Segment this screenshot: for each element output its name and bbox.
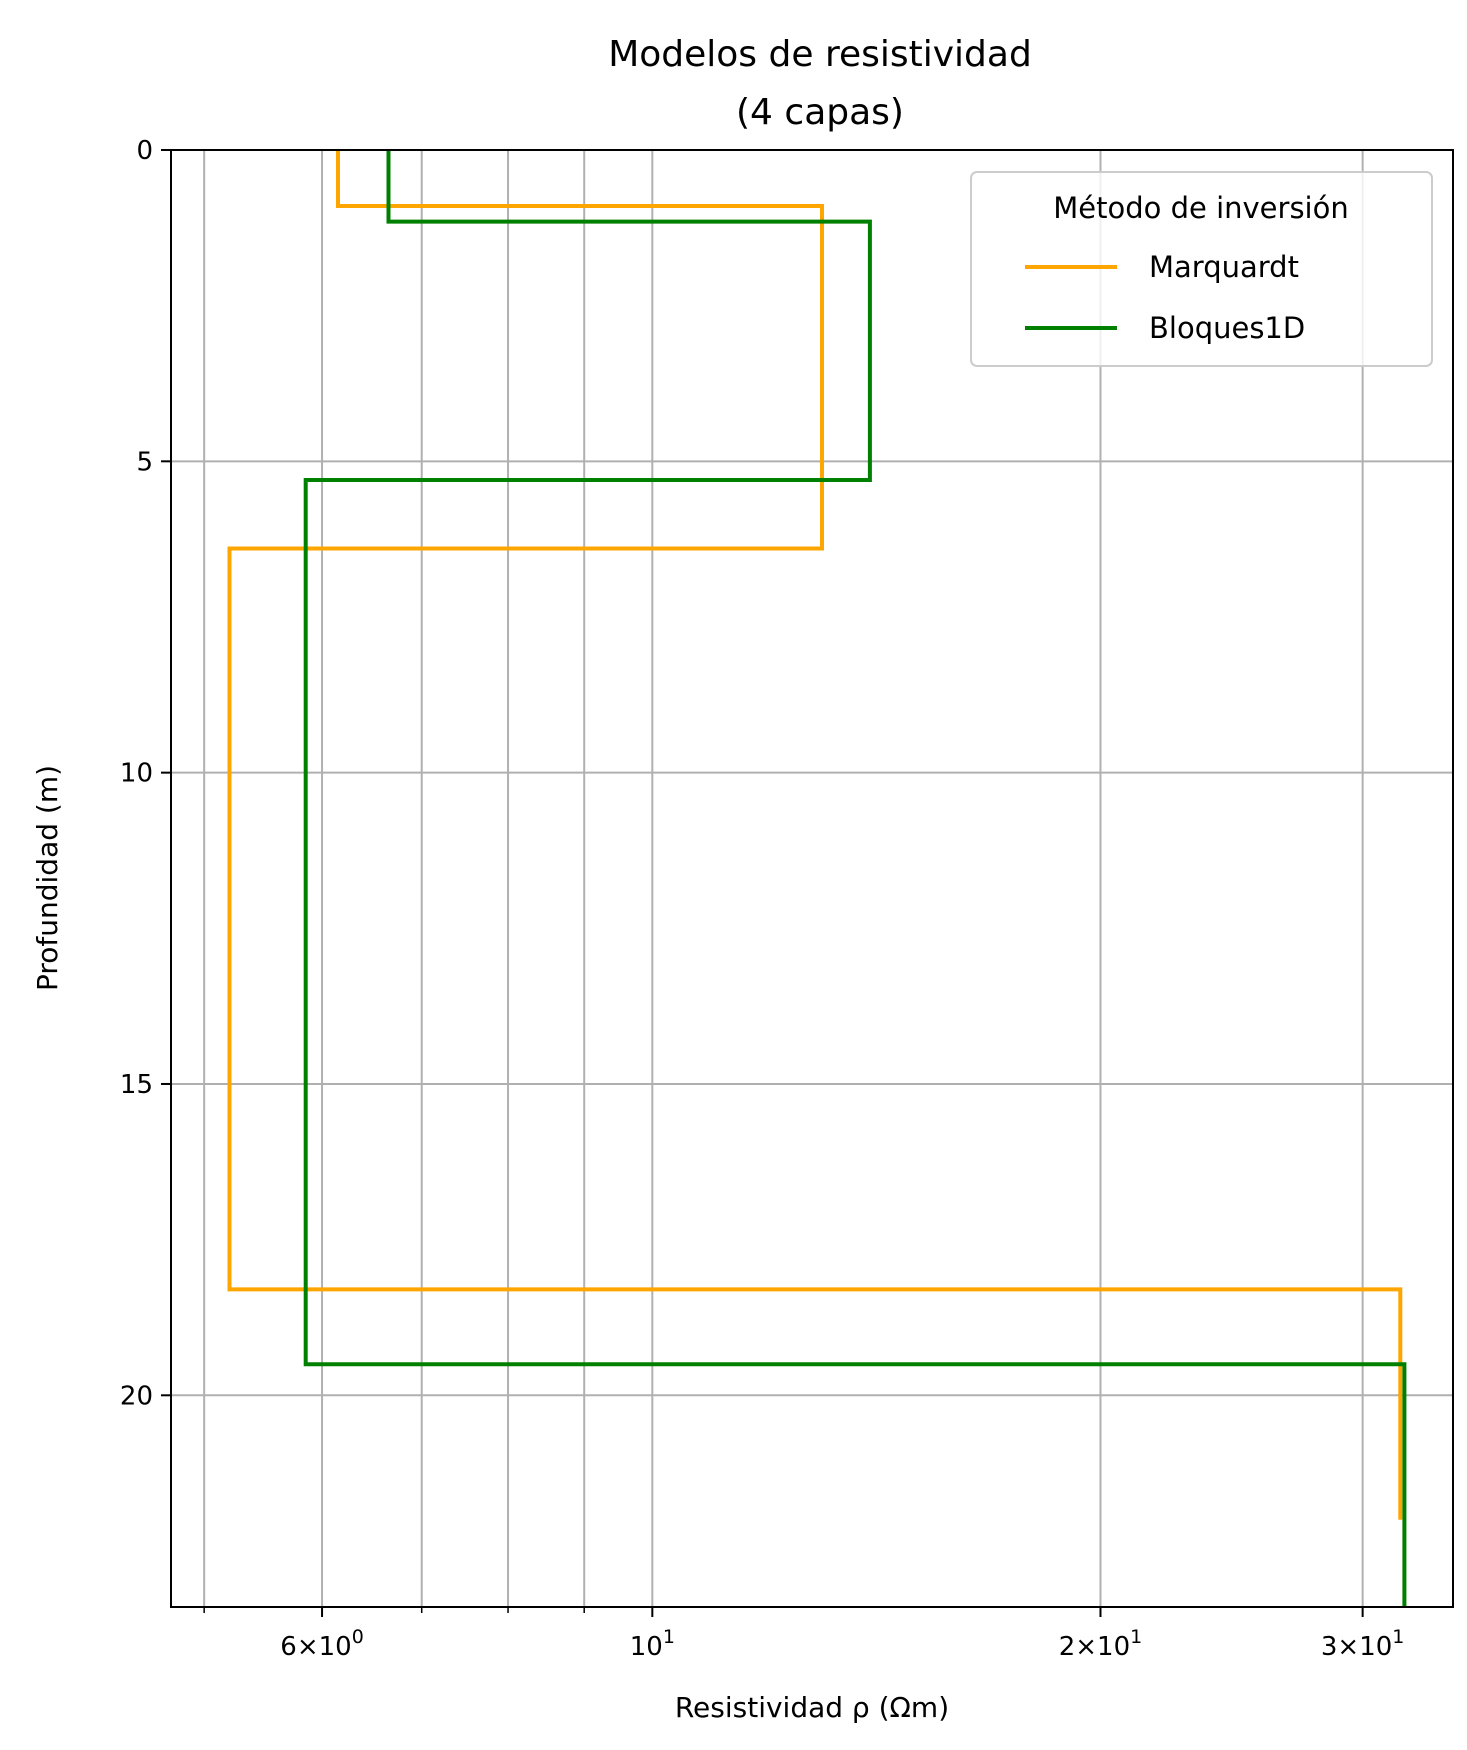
y-tick-label: 15 [120, 1070, 153, 1100]
x-tick-label: 2×101 [1059, 1626, 1143, 1662]
ticks: 6×100 101 2×101 3×101 0 5 10 15 20 [120, 136, 1404, 1662]
legend-title: Método de inversión [1053, 191, 1348, 225]
x-tick-label: 101 [630, 1626, 675, 1662]
y-tick-label: 0 [136, 136, 153, 166]
plot-frame [170, 149, 1454, 1608]
series-line-marquardt [227, 150, 1403, 1520]
series-line-bloques1d [303, 150, 1407, 1607]
y-axis-title: Profundidad (m) [31, 765, 64, 991]
legend: Método de inversión Marquardt Bloques1D [970, 171, 1433, 367]
series-layer [227, 150, 1407, 1607]
legend-box [970, 171, 1433, 367]
x-axis-title: Resistividad ρ (Ωm) [675, 1691, 949, 1724]
y-tick-label: 5 [136, 447, 153, 477]
legend-label-marquardt: Marquardt [1149, 250, 1299, 284]
chart-title-line1: Modelos de resistividad [608, 34, 1032, 75]
y-tick-label: 10 [120, 759, 153, 789]
legend-label-bloques1d: Bloques1D [1149, 311, 1305, 345]
x-tick-label: 3×101 [1321, 1626, 1405, 1662]
x-tick-label: 6×100 [280, 1626, 364, 1662]
chart-title-line2: (4 capas) [736, 92, 904, 133]
y-tick-label: 20 [120, 1381, 153, 1411]
